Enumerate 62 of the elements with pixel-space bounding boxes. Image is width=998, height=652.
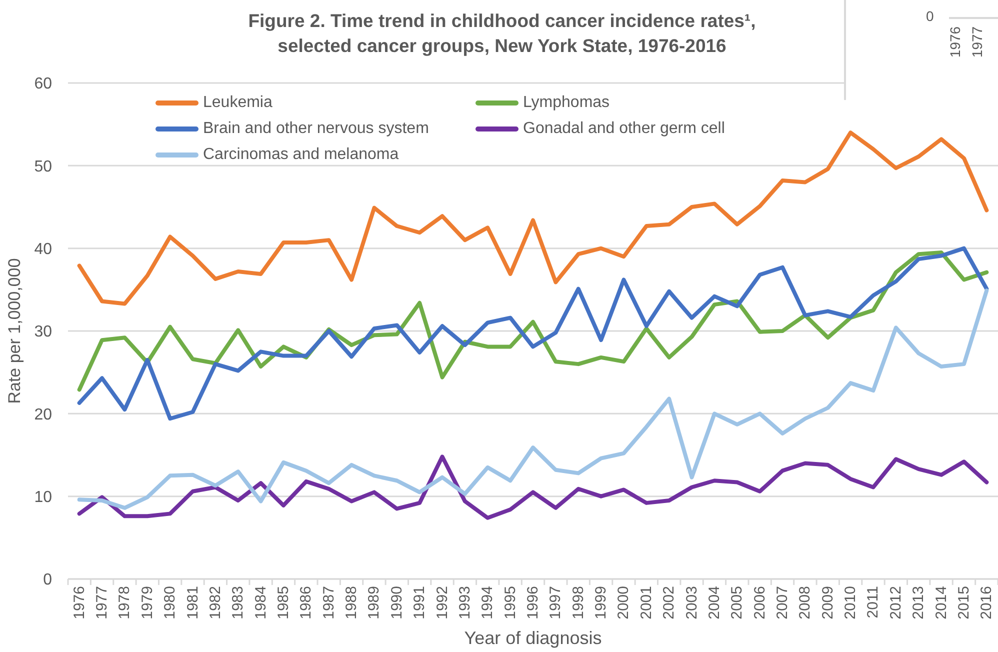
x-tick-label: 1978 (116, 586, 134, 620)
x-tick-label: 2008 (796, 586, 814, 620)
chart-title: Figure 2. Time trend in childhood cancer incidence rates¹, selected cancer groups, New York State, 1976-2016 (247, 9, 757, 58)
x-tick-label: 1997 (547, 586, 564, 620)
x-tick-label: 2014 (932, 586, 950, 620)
x-tick-label: 2001 (638, 586, 655, 620)
x-tick-label: 1980 (162, 586, 179, 620)
x-tick-label: 1979 (138, 586, 156, 620)
line-series (77, 288, 989, 510)
x-tick-label: 1991 (411, 586, 428, 620)
x-tick-label: 2016 (978, 586, 996, 620)
x-tick-label: 1999 (592, 586, 610, 620)
x-tick-label: 2004 (706, 586, 723, 620)
text: 1976 (947, 26, 963, 58)
x-tick-label: 2003 (683, 586, 700, 620)
x-tick-label: 1995 (502, 586, 519, 620)
text: 1977 (969, 26, 985, 58)
x-tick-label: 2009 (819, 586, 836, 620)
x-tick-label: 2015 (955, 586, 972, 620)
y-tick-label: 40 (34, 241, 52, 258)
legend-label: Gonadal and other germ cell (523, 120, 725, 138)
x-tick-label: 1983 (230, 586, 247, 620)
x-tick-label: 1984 (252, 586, 270, 620)
y-tick-label: 60 (34, 76, 52, 93)
line-series (77, 246, 989, 421)
x-axis-title: Year of diagnosis (464, 628, 602, 648)
x-tick-label: 1988 (343, 586, 360, 620)
y-tick-label: 20 (34, 406, 52, 424)
x-tick-label: 2007 (774, 586, 792, 620)
legend-label: Lymphomas (523, 94, 610, 112)
line-series (77, 454, 989, 520)
x-tick-label: 1977 (94, 586, 111, 620)
x-tick-label: 1996 (524, 586, 542, 620)
x-tick-label: 1989 (366, 586, 383, 620)
y-tick-label: 0 (43, 572, 52, 589)
x-tick-label: 2011 (864, 586, 882, 618)
x-tick-label: 1994 (479, 586, 496, 620)
y-axis-title: Rate per 1,000,000 (5, 258, 24, 404)
x-tick-label: 1987 (320, 586, 338, 620)
x-tick-label: 1982 (206, 586, 224, 620)
x-tick-label: 2006 (751, 586, 768, 620)
x-tick-label: 2010 (842, 586, 860, 620)
x-tick-label: 1993 (456, 586, 474, 620)
x-tick-label: 2012 (887, 586, 904, 620)
x-tick-label: 2002 (660, 586, 678, 620)
x-tick-label: 2013 (910, 586, 928, 620)
x-tick-label: 1985 (274, 586, 292, 620)
legend-label: Leukemia (203, 94, 272, 112)
y-tick-label: 10 (34, 489, 52, 506)
y-tick-label: 50 (34, 158, 52, 176)
y-tick-label: 30 (34, 324, 52, 341)
x-tick-label: 1986 (298, 586, 315, 620)
x-tick-label: 1992 (434, 586, 451, 620)
x-tick-label: 1998 (570, 586, 587, 620)
x-tick-label: 2000 (615, 586, 632, 620)
legend-label: Carcinomas and melanoma (203, 146, 399, 164)
x-tick-label: 1990 (388, 586, 406, 620)
text: 0 (926, 8, 934, 25)
legend-label: Brain and other nervous system (203, 120, 429, 138)
x-tick-label: 2005 (728, 586, 746, 620)
x-tick-label: 1981 (184, 586, 202, 620)
x-tick-label: 1976 (70, 586, 88, 620)
